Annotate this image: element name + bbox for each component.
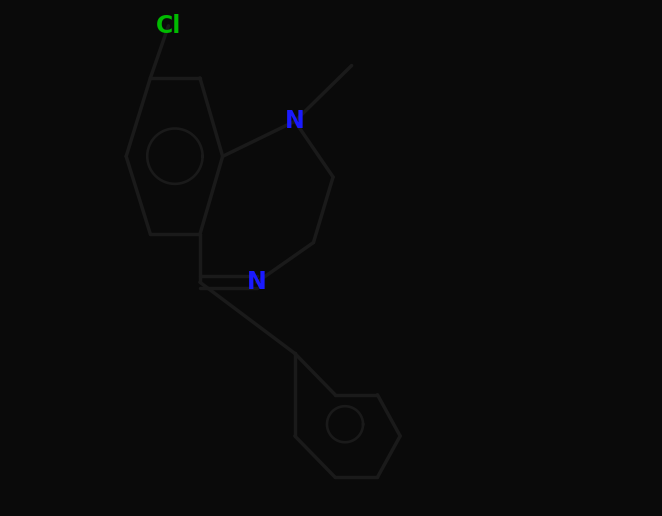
Text: N: N	[247, 270, 267, 294]
Text: N: N	[285, 109, 305, 133]
Text: Cl: Cl	[156, 14, 181, 38]
